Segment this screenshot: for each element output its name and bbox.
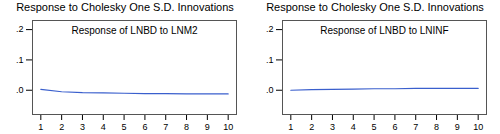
svg-text:.2: .2 xyxy=(266,24,274,34)
svg-text:6: 6 xyxy=(392,122,397,132)
svg-text:7: 7 xyxy=(413,122,418,132)
svg-text:4: 4 xyxy=(351,122,356,132)
svg-text:10: 10 xyxy=(473,122,483,132)
svg-text:.1: .1 xyxy=(16,55,24,65)
svg-text:10: 10 xyxy=(223,122,233,132)
svg-text:1: 1 xyxy=(38,122,43,132)
svg-text:.0: .0 xyxy=(16,85,24,95)
svg-text:4: 4 xyxy=(101,122,106,132)
svg-text:9: 9 xyxy=(205,122,210,132)
svg-text:6: 6 xyxy=(142,122,147,132)
svg-text:.2: .2 xyxy=(16,24,24,34)
svg-text:Response of LNBD to LNINF: Response of LNBD to LNINF xyxy=(320,25,448,36)
svg-text:5: 5 xyxy=(122,122,127,132)
svg-text:8: 8 xyxy=(184,122,189,132)
svg-text:.0: .0 xyxy=(266,85,274,95)
svg-text:Response of LNBD to LNM2: Response of LNBD to LNM2 xyxy=(71,25,198,36)
svg-text:.1: .1 xyxy=(266,55,274,65)
svg-text:8: 8 xyxy=(434,122,439,132)
svg-text:7: 7 xyxy=(163,122,168,132)
svg-text:3: 3 xyxy=(330,122,335,132)
svg-text:1: 1 xyxy=(288,122,293,132)
svg-text:3: 3 xyxy=(80,122,85,132)
html-text:Response to Cholesky One S.D.: Response to Cholesky One S.D. Innovation… xyxy=(266,1,484,13)
svg-text:2: 2 xyxy=(309,122,314,132)
svg-text:2: 2 xyxy=(59,122,64,132)
svg-text:9: 9 xyxy=(455,122,460,132)
html-text:Response to Cholesky One S.D.: Response to Cholesky One S.D. Innovation… xyxy=(16,1,234,13)
svg-text:5: 5 xyxy=(372,122,377,132)
